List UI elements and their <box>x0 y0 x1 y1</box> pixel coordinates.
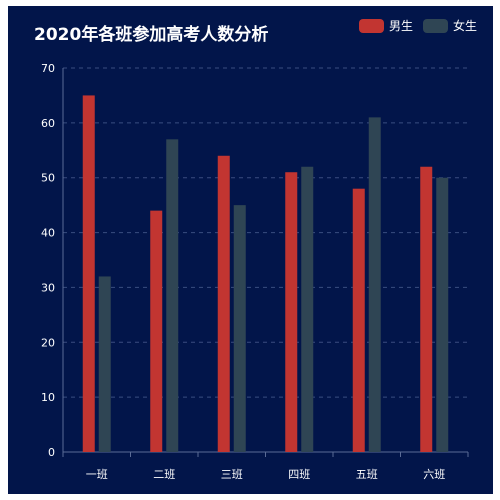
x-tick-label: 二班 <box>153 468 175 481</box>
y-tick-label: 10 <box>41 391 55 404</box>
bar-male <box>420 166 433 452</box>
bar-chart: 0 10 20 30 40 50 60 70 一班 二班 三班 四班 五班 六班 <box>41 62 469 481</box>
bar-male <box>217 155 230 452</box>
x-tick-label: 一班 <box>86 468 108 481</box>
legend-item-male[interactable]: 男生 <box>358 17 413 34</box>
y-tick-label: 30 <box>41 281 55 294</box>
legend-swatch-male <box>358 18 384 33</box>
y-tick-label: 70 <box>41 62 55 75</box>
bar-female <box>233 205 246 452</box>
bar-female <box>436 177 449 452</box>
x-tick-label: 四班 <box>288 468 310 481</box>
bar-female <box>301 166 314 452</box>
x-tick-label: 五班 <box>356 468 378 481</box>
x-tick-label: 六班 <box>423 468 445 481</box>
bar-male <box>352 188 365 452</box>
y-tick-label: 50 <box>41 172 55 185</box>
chart-panel: 2020年各班参加高考人数分析 男生 女生 0 10 20 30 40 50 60 70 一班 二… <box>8 6 493 494</box>
legend-item-female[interactable]: 女生 <box>422 17 477 34</box>
chart-title: 2020年各班参加高考人数分析 <box>34 25 269 45</box>
bar-female <box>166 139 179 453</box>
bar-male <box>150 210 163 452</box>
legend-swatch-female <box>422 18 448 33</box>
bar-male <box>82 95 95 452</box>
bar-female <box>98 276 111 452</box>
y-tick-label: 60 <box>41 117 55 130</box>
legend-label-female: 女生 <box>452 19 477 33</box>
x-tick-label: 三班 <box>221 468 243 481</box>
legend-label-male: 男生 <box>388 19 413 33</box>
bar-female <box>368 117 381 452</box>
bar-male <box>285 172 298 452</box>
y-tick-label: 40 <box>41 227 55 240</box>
y-tick-label: 20 <box>41 336 55 349</box>
legend: 男生 女生 <box>349 17 477 34</box>
y-tick-label: 0 <box>48 446 55 459</box>
